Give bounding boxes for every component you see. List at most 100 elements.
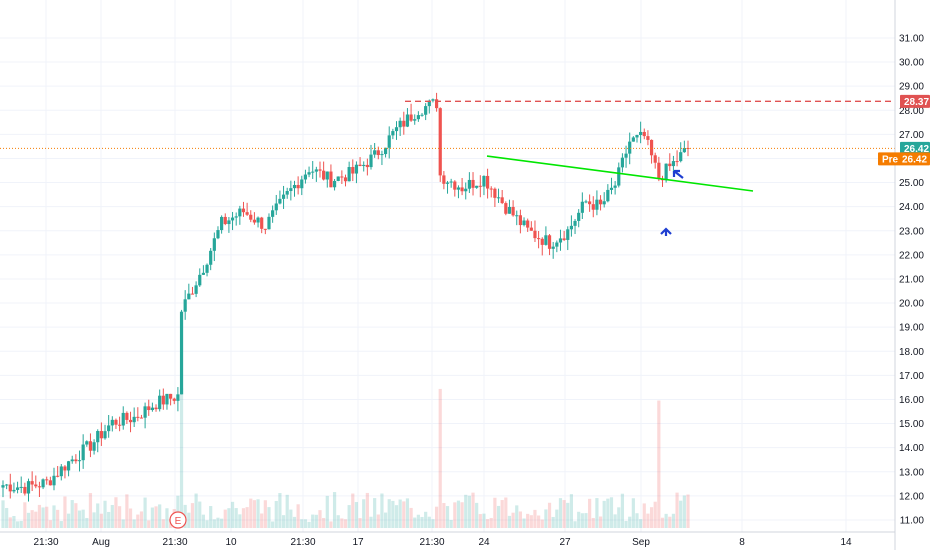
candle-body (398, 120, 402, 128)
candle-body (271, 210, 275, 217)
candle-body (628, 141, 632, 154)
volume-bar (660, 517, 665, 528)
volume-bar (460, 502, 464, 528)
volume-bar (187, 512, 191, 528)
candle-body (515, 215, 519, 217)
time-tick-label: 27 (559, 537, 571, 548)
volume-bar (351, 493, 355, 528)
drawings: E (0, 100, 895, 529)
candle-body (522, 220, 526, 226)
volume-bar (511, 512, 515, 528)
price-axis[interactable]: 11.00 12.00 13.00 14.00 15.00 16.00 17.00 18.00… (894, 0, 924, 550)
candle-body (267, 216, 271, 230)
volume-bar (558, 498, 563, 528)
candle-body (296, 184, 300, 189)
volume-bar (81, 509, 85, 528)
volume-bar (278, 493, 282, 528)
candle-body (23, 486, 27, 494)
volume-bar (416, 514, 420, 528)
candle-body (445, 182, 450, 184)
candle-body (161, 395, 165, 405)
candle-body (351, 167, 355, 174)
volume-bar (624, 520, 628, 528)
candle-body (234, 216, 238, 218)
volume-bar (562, 500, 566, 528)
volume-bar (496, 505, 501, 528)
candle-body (56, 475, 60, 477)
volume-bar (431, 519, 435, 528)
candle-body (617, 167, 621, 186)
candle-body (230, 217, 235, 221)
price-tick-label: 19.00 (899, 323, 924, 334)
volume-bar (336, 515, 340, 528)
candle-body (518, 215, 522, 226)
volume-bar (577, 511, 581, 528)
volume-bar (150, 507, 154, 528)
volume-bar (201, 514, 205, 528)
volume-bar (143, 497, 147, 528)
price-tick-label: 15.00 (899, 419, 924, 430)
candle-body (493, 188, 497, 198)
candle-body (664, 163, 668, 181)
candle-body (365, 164, 369, 168)
candle-body (45, 479, 49, 481)
volume-bar (580, 513, 584, 528)
candle-body (631, 137, 635, 142)
price-tick-label: 31.00 (899, 33, 924, 44)
candle-body (562, 238, 566, 240)
volume-bar (128, 508, 133, 528)
volume-bar (56, 509, 60, 528)
candle-body (598, 199, 603, 205)
candle-body (216, 230, 220, 239)
volume-bar (449, 520, 453, 528)
volume-bar (332, 492, 337, 528)
price-tick-label: 21.00 (899, 274, 924, 285)
trend-line[interactable] (486, 155, 754, 192)
candle-body (354, 164, 359, 174)
volume-bar (37, 504, 42, 528)
candle-body (383, 147, 388, 155)
volume-bar (263, 500, 267, 528)
volume-bar (391, 500, 395, 528)
volume-bar (475, 502, 479, 528)
time-tick-label: 8 (739, 537, 745, 548)
volume-bar (387, 499, 391, 528)
candle-body (52, 475, 56, 486)
candle-body (409, 114, 413, 121)
candle-body (595, 199, 599, 210)
volume-bar (241, 508, 246, 528)
candle-body (613, 185, 617, 188)
volume-bar (595, 498, 599, 528)
volume-bar (445, 506, 450, 528)
candle-body (190, 293, 195, 295)
candle-body (209, 250, 213, 265)
candle-body (336, 176, 340, 181)
candle-body (147, 406, 151, 411)
price-tick-label: 25.00 (899, 178, 924, 189)
earnings-marker[interactable]: E (169, 511, 187, 529)
volume-bar (66, 513, 71, 528)
volume-bar (48, 520, 52, 528)
candle-body (646, 136, 650, 140)
volume-bar (271, 521, 275, 528)
candle-body (427, 100, 431, 107)
volume-bar (402, 501, 406, 528)
candle-body (649, 139, 654, 156)
candle-body (176, 394, 180, 401)
volume-bar (376, 514, 380, 528)
candle-body (544, 235, 548, 245)
pre-market-price-label: 26.42 (902, 154, 927, 165)
candle-body (125, 412, 129, 420)
volume-bar (147, 520, 151, 528)
time-axis[interactable]: 21:30 Aug 21:30 10 21:30 17 21:30 24 27 Sep 8 14 (0, 531, 895, 548)
candle-body (551, 246, 555, 249)
candle-body (624, 153, 628, 158)
time-tick-label: 21:30 (162, 537, 187, 548)
volume-bar (613, 514, 617, 528)
volume-bar (569, 494, 574, 528)
candle-body (424, 106, 428, 115)
candle-body (671, 161, 676, 167)
volume-bar (139, 511, 144, 528)
pre-market-price-tag: Pre 26.42 (878, 152, 930, 166)
volume-bar (220, 518, 224, 528)
